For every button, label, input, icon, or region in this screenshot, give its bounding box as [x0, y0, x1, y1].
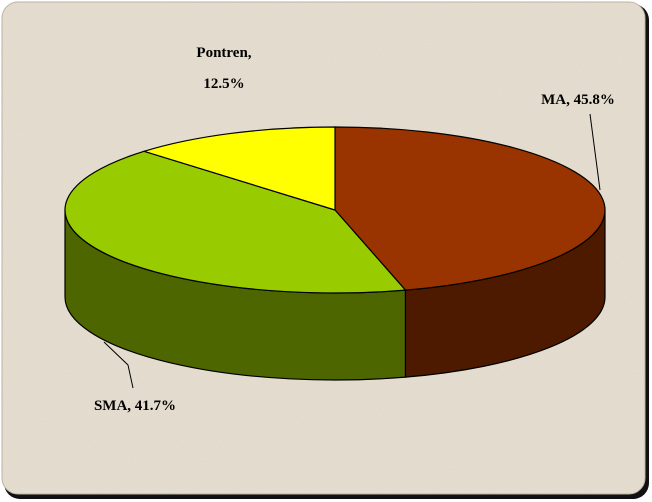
data-label-line: Pontren,	[196, 45, 251, 61]
slice	[64, 150, 407, 294]
slice	[334, 126, 606, 291]
data-label-line: 12.5%	[203, 76, 244, 92]
pie	[64, 126, 606, 381]
leader-line	[103, 341, 134, 389]
slice	[142, 126, 336, 211]
data-label: SMA, 41.7%	[94, 398, 176, 414]
leader-line	[589, 113, 601, 191]
data-label: MA, 45.8%	[541, 92, 615, 108]
data-label: Pontren, 12.5%	[196, 45, 251, 92]
